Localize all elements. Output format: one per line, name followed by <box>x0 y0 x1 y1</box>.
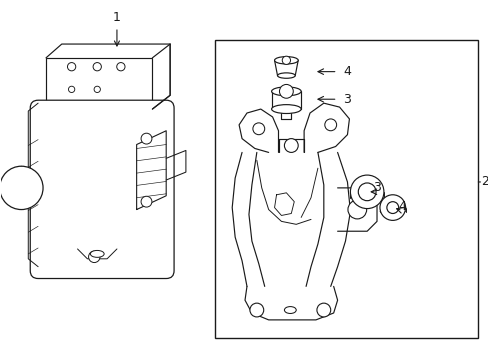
Circle shape <box>93 63 101 71</box>
Text: 4: 4 <box>398 200 406 213</box>
Circle shape <box>358 183 375 201</box>
Ellipse shape <box>274 57 298 64</box>
Circle shape <box>67 63 76 71</box>
Circle shape <box>350 175 383 208</box>
Circle shape <box>252 123 264 135</box>
Text: 2: 2 <box>481 175 488 189</box>
Circle shape <box>284 139 298 152</box>
Circle shape <box>68 86 75 93</box>
FancyBboxPatch shape <box>30 100 174 279</box>
Circle shape <box>279 85 293 98</box>
Circle shape <box>379 195 405 220</box>
Ellipse shape <box>277 73 295 78</box>
Ellipse shape <box>90 251 104 257</box>
Text: 3: 3 <box>372 181 380 194</box>
Bar <box>46 58 152 109</box>
Ellipse shape <box>271 87 301 96</box>
Bar <box>215 40 477 338</box>
Text: 4: 4 <box>343 65 351 78</box>
Ellipse shape <box>284 307 296 314</box>
Circle shape <box>88 251 100 262</box>
Circle shape <box>386 202 398 213</box>
Circle shape <box>324 119 336 131</box>
Circle shape <box>141 196 152 207</box>
Circle shape <box>316 303 330 317</box>
Ellipse shape <box>271 105 301 113</box>
Circle shape <box>0 166 43 210</box>
Circle shape <box>117 63 125 71</box>
Circle shape <box>141 133 152 144</box>
Circle shape <box>347 200 366 219</box>
Text: 3: 3 <box>343 93 351 106</box>
Circle shape <box>282 56 290 64</box>
Text: 1: 1 <box>113 12 121 46</box>
Circle shape <box>94 86 100 93</box>
Circle shape <box>249 303 263 317</box>
